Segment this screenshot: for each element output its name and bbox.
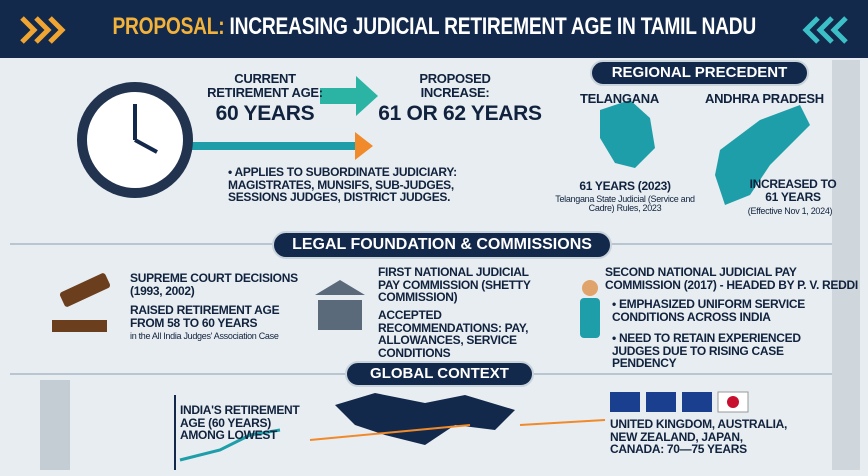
trend-line <box>179 428 281 462</box>
state-name: ANDHRA PRADESH <box>705 91 824 106</box>
item-text: ACCEPTED RECOMMENDATIONS: PAY, ALLOWANCE… <box>378 308 529 360</box>
andhra-map <box>715 105 810 205</box>
gavel-base <box>52 320 107 332</box>
chevrons <box>20 16 66 44</box>
item-text: RAISED RETIREMENT AGE FROM 58 TO 60 YEAR… <box>130 303 280 330</box>
chevrons <box>802 16 848 44</box>
flag-jp-sun <box>727 396 739 408</box>
judge-icon <box>582 280 598 296</box>
item-note: in the All India Judges' Association Cas… <box>130 331 279 341</box>
current-value: 60 YEARS <box>215 102 315 125</box>
clock-hands <box>133 104 158 154</box>
arrow <box>320 76 378 116</box>
legal-heading: LEGAL FOUNDATION & COMMISSIONS <box>272 231 612 259</box>
connector <box>309 424 471 441</box>
state-note: Telangana State Judicial (Service and Ca… <box>555 194 695 214</box>
item-title: SECOND NATIONAL JUDICIAL PAY COMMISSION … <box>605 265 858 292</box>
title: PROPOSAL: INCREASING JUDICIAL RETIREMENT… <box>0 14 868 39</box>
bullet: • EMPHASIZED UNIFORM SERVICE CONDITIONS … <box>612 297 805 324</box>
state-age: INCREASED TO 61 YEARS <box>749 177 837 204</box>
title-bar <box>0 0 868 58</box>
title-prefix: PROPOSAL: <box>112 13 225 40</box>
regional-heading: REGIONAL PRECEDENT <box>590 60 809 86</box>
applies: • APPLIES TO SUBORDINATE JUDICIARY: MAGI… <box>228 165 457 205</box>
india-text: INDIA'S RETIREMENT AGE (60 YEARS) AMONG … <box>180 403 300 443</box>
bullet: • NEED TO RETAIN EXPERIENCED JUDGES DUE … <box>612 331 801 371</box>
state-name: TELANGANA <box>580 91 659 106</box>
bullet-text: EMPHASIZED UNIFORM SERVICE CONDITIONS AC… <box>612 297 805 324</box>
proposed-label: PROPOSED INCREASE: <box>419 71 491 100</box>
building-icon <box>315 280 365 330</box>
current-label: CURRENT RETIREMENT AGE: <box>207 71 323 100</box>
bullet-text: NEED TO RETAIN EXPERIENCED JUDGES DUE TO… <box>612 331 801 371</box>
arrow-head <box>355 132 373 160</box>
global-heading: GLOBAL CONTEXT <box>345 361 534 387</box>
others-text: UNITED KINGDOM, AUSTRALIA, NEW ZEALAND, … <box>610 417 788 457</box>
flag-au <box>646 392 676 412</box>
item-title: FIRST NATIONAL JUDICIAL PAY COMMISSION (… <box>378 265 531 305</box>
item-title: SUPREME COURT DECISIONS (1993, 2002) <box>130 271 298 298</box>
applies-text: APPLIES TO SUBORDINATE JUDICIARY: MAGIST… <box>228 165 457 205</box>
column <box>40 380 70 470</box>
telangana-map <box>600 100 655 168</box>
column <box>832 60 860 470</box>
flag-uk <box>610 392 640 412</box>
title-text: INCREASING JUDICIAL RETIREMENT AGE IN TA… <box>229 13 756 40</box>
flag-nz <box>682 392 712 412</box>
proposed-value: 61 OR 62 YEARS <box>378 102 542 125</box>
gavel <box>59 273 111 307</box>
state-note: (Effective Nov 1, 2024) <box>747 206 833 216</box>
state-age: 61 YEARS (2023) <box>579 179 671 193</box>
world-map <box>335 393 515 445</box>
connector <box>519 419 606 426</box>
judge-icon <box>580 298 600 338</box>
